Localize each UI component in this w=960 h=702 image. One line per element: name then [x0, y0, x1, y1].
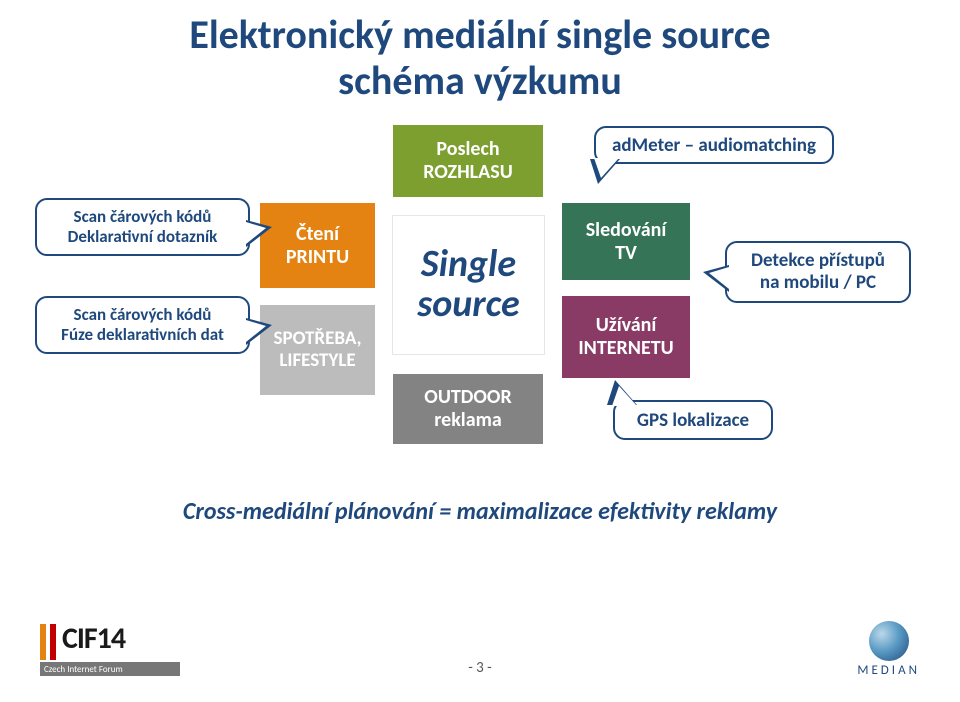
center-l2: source [417, 281, 519, 327]
box-tv: Sledování TV [562, 203, 690, 280]
logo-median: MEDIAN [857, 621, 920, 678]
tv-l2: TV [615, 241, 637, 265]
lifestyle-l1: SPOTŘEBA, [273, 327, 361, 350]
scan2-l1: Scan čárových kódů [74, 304, 212, 325]
box-radio: Poslech ROZHLASU [393, 125, 543, 197]
outdoor-l2: reklama [434, 408, 501, 432]
detekce-l1: Detekce přístupů [751, 249, 885, 272]
box-print: Čtení PRINTU [260, 203, 375, 288]
radio-l1: Poslech [436, 137, 499, 161]
internet-l2: INTERNETU [578, 336, 673, 360]
callout-admeter: adMeter – audiomatching [594, 126, 834, 164]
footer-statement: Cross-mediální plánování = maximalizace … [0, 497, 960, 526]
box-center: Single source [392, 215, 545, 355]
logo-cif: CIF14 Czech Internet Forum [40, 624, 170, 678]
lifestyle-l2: LIFESTYLE [279, 349, 355, 372]
box-internet: Užívání INTERNETU [562, 296, 690, 378]
radio-l2: ROZHLASU [423, 160, 513, 184]
admeter-text: adMeter – audiomatching [612, 134, 816, 157]
print-l1: Čtení [296, 222, 339, 246]
page-title: Elektronický mediální single source sché… [0, 0, 960, 104]
title-line-1: Elektronický mediální single source [189, 10, 770, 59]
median-logo-text: MEDIAN [857, 663, 920, 678]
callout-scan-kodu-1: Scan čárových kódů Deklarativní dotazník [35, 198, 250, 256]
title-line-2: schéma výzkumu [338, 56, 622, 105]
globe-icon [869, 621, 909, 661]
scan1-l2: Deklarativní dotazník [68, 226, 218, 247]
box-outdoor: OUTDOOR reklama [393, 374, 543, 444]
callout-scan-kodu-2: Scan čárových kódů Fúze deklarativních d… [35, 296, 250, 354]
internet-l1: Užívání [596, 313, 657, 337]
tv-l1: Sledování [586, 218, 667, 242]
scan1-l1: Scan čárových kódů [74, 206, 212, 227]
print-l2: PRINTU [286, 245, 349, 269]
callout-gps: GPS lokalizace [613, 400, 773, 440]
gps-text: GPS lokalizace [637, 409, 749, 432]
box-lifestyle: SPOTŘEBA, LIFESTYLE [260, 305, 375, 395]
scan2-l2: Fúze deklarativních dat [61, 324, 224, 345]
cif-logo-subtext: Czech Internet Forum [40, 662, 180, 676]
detekce-l2: na mobilu / PC [760, 271, 876, 294]
outdoor-l1: OUTDOOR [424, 385, 511, 409]
cif-logo-text: CIF14 [62, 620, 125, 657]
callout-detekce: Detekce přístupů na mobilu / PC [725, 241, 911, 303]
